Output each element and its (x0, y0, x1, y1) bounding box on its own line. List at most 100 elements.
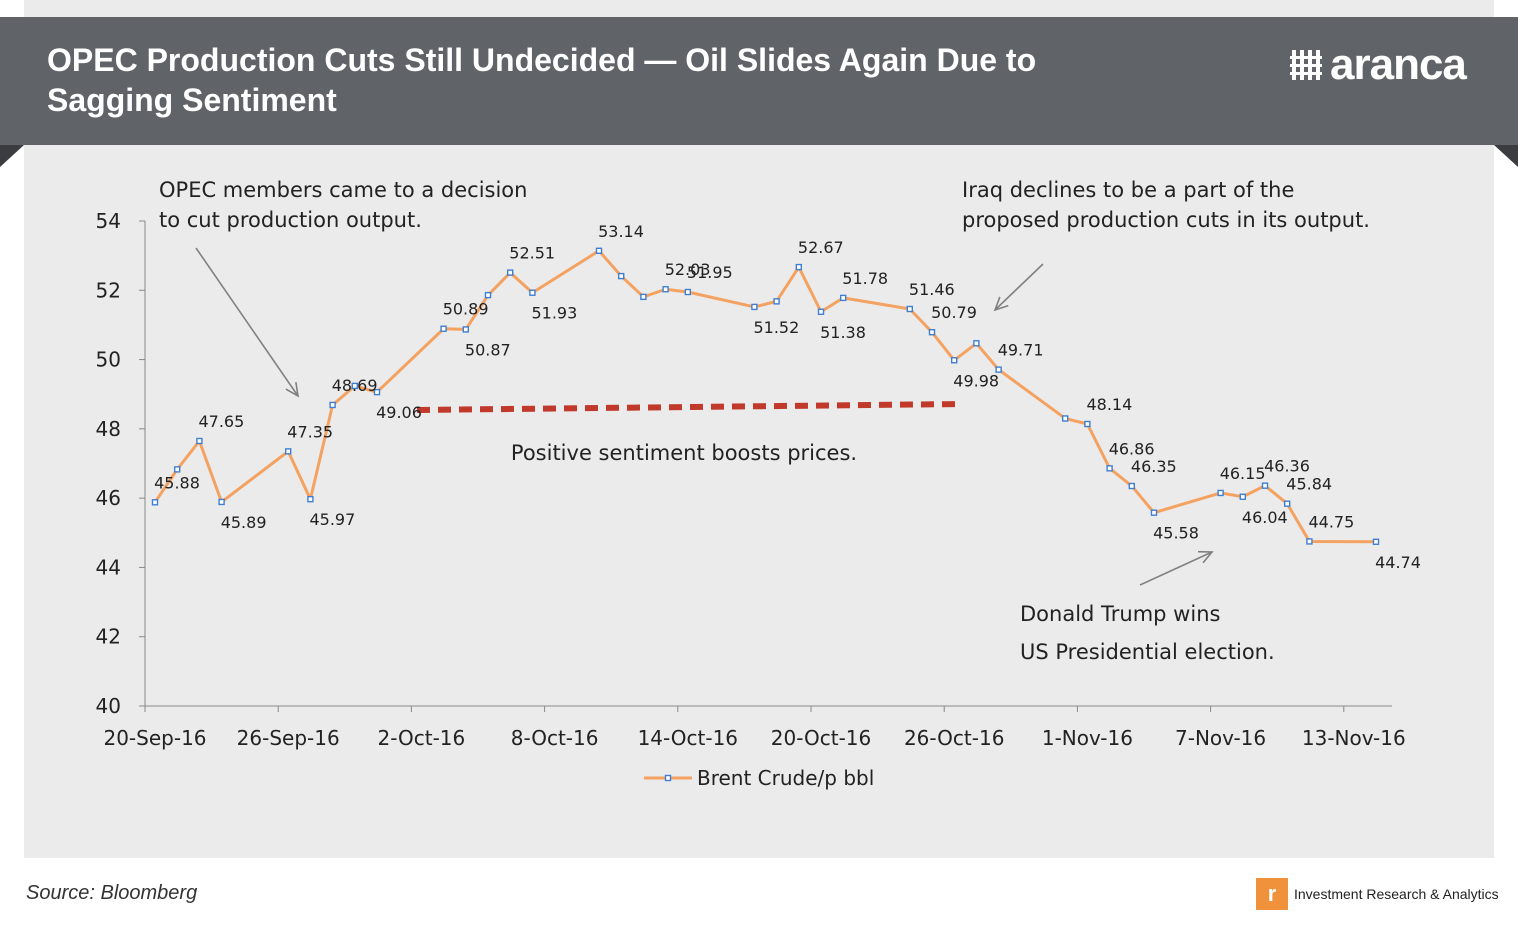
legend-marker (664, 774, 672, 782)
data-label: 46.35 (1131, 457, 1177, 476)
data-label: 51.38 (820, 323, 866, 342)
data-label: 49.98 (953, 371, 999, 390)
x-tick-label: 7-Nov-16 (1175, 726, 1266, 750)
data-label: 45.88 (154, 473, 200, 492)
data-label: 44.74 (1375, 553, 1421, 572)
data-label: 53.14 (598, 222, 644, 241)
data-label: 45.84 (1286, 475, 1332, 494)
data-label: 49.06 (376, 403, 422, 422)
chart-axes: 40 42 44 46 48 50 52 54 20-Sep-16 26-Sep-16 2-Oct-… (96, 209, 1406, 750)
data-label: 50.89 (443, 300, 489, 319)
data-label: 46.15 (1220, 464, 1266, 483)
data-label: 49.71 (998, 341, 1044, 360)
data-point (817, 308, 825, 315)
data-label: 51.78 (842, 269, 888, 288)
y-tick-label: 48 (96, 417, 121, 441)
data-point (196, 437, 203, 445)
x-tick-label: 26-Oct-16 (904, 726, 1004, 750)
x-tick-label: 14-Oct-16 (638, 726, 738, 750)
data-point (1306, 538, 1313, 545)
data-point (1261, 482, 1269, 489)
header-fold-left (0, 145, 24, 167)
data-label: 46.04 (1242, 508, 1288, 527)
annotation-positive-sentiment: Positive sentiment boosts prices. (511, 441, 857, 465)
arrow-head (993, 296, 1009, 312)
data-label: 50.87 (465, 340, 511, 359)
data-label: 45.89 (221, 513, 267, 532)
arrow-iraq (993, 263, 1044, 312)
data-point (751, 303, 758, 311)
data-point (1283, 500, 1291, 507)
data-point (973, 340, 980, 347)
data-point (484, 291, 492, 299)
source-note: Source: Bloomberg (26, 882, 198, 904)
x-tick-label: 13-Nov-16 (1302, 726, 1406, 750)
y-tick-label: 50 (96, 348, 121, 372)
data-label: 46.36 (1264, 457, 1310, 476)
arrow-shaft (1139, 551, 1213, 586)
x-tick-label: 2-Oct-16 (378, 726, 466, 750)
data-point (662, 286, 669, 293)
data-point (1128, 482, 1136, 490)
data-label: 52.67 (798, 238, 844, 257)
y-tick-label: 44 (96, 555, 121, 579)
brand-tagline: Investment Research & Analytics (1294, 886, 1499, 902)
sentiment-dashed-line (416, 401, 963, 413)
data-point (373, 388, 381, 396)
data-point (462, 326, 469, 333)
series-line (153, 249, 1377, 544)
data-label: 51.93 (531, 304, 577, 323)
data-label: 51.46 (909, 280, 955, 299)
data-point (218, 498, 225, 506)
chart-annotations: OPEC members came to a decision to cut pr… (159, 178, 1370, 664)
data-point (951, 357, 958, 364)
data-point (329, 401, 336, 409)
data-point (1372, 538, 1380, 545)
arrow-shaft (195, 247, 299, 397)
x-tick-label: 1-Nov-16 (1042, 726, 1133, 750)
data-label: 52.03 (665, 260, 711, 279)
data-point (440, 325, 447, 332)
data-point (773, 298, 780, 305)
annotation-trump: Donald Trump wins (1020, 602, 1220, 626)
aranca-mark-icon (1290, 50, 1322, 80)
data-point (351, 382, 358, 390)
data-point (995, 366, 1002, 373)
data-point (684, 288, 691, 296)
data-label: 51.95 (687, 263, 733, 282)
y-tick-label: 40 (96, 694, 121, 718)
x-tick-label: 20-Oct-16 (771, 726, 871, 750)
data-point (285, 448, 292, 455)
arrow-opec (195, 247, 300, 398)
y-tick-label: 52 (96, 278, 121, 302)
y-tick-label: 42 (96, 625, 121, 649)
data-point (928, 329, 936, 336)
y-tick-label: 46 (96, 486, 121, 510)
data-label: 46.86 (1109, 439, 1155, 458)
x-tick-label: 8-Oct-16 (511, 726, 599, 750)
annotation-iraq: proposed production cuts in its output. (962, 208, 1370, 232)
data-point (529, 289, 536, 296)
x-tick-label: 20-Sep-16 (103, 726, 206, 750)
data-label: 51.52 (753, 318, 799, 337)
header-fold-right (1494, 145, 1518, 167)
y-tick-label: 54 (96, 209, 121, 233)
data-label: 52.51 (509, 244, 555, 263)
data-point (1084, 420, 1091, 428)
brand-logo: aranca (1290, 40, 1467, 90)
data-point (595, 247, 603, 254)
data-point (507, 269, 514, 276)
chart-series: 45.88 47.65 45.89 47.35 45.97 48.69 49.06 50.89… (151, 222, 1421, 572)
data-label: 44.75 (1308, 512, 1354, 531)
arrow-shaft (994, 263, 1044, 311)
aranca-badge-icon: r (1256, 878, 1288, 910)
data-label: 47.35 (287, 422, 333, 441)
data-point (906, 305, 913, 313)
data-point (618, 272, 625, 280)
data-point (1150, 509, 1158, 516)
data-label: 45.97 (309, 510, 355, 529)
data-point (840, 294, 847, 302)
data-point (173, 466, 181, 473)
arrow-trump (1139, 550, 1214, 586)
